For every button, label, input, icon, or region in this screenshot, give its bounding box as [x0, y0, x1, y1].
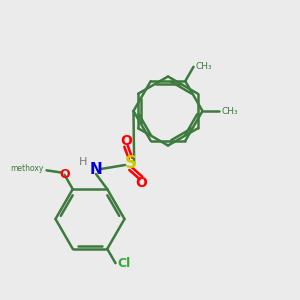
Text: S: S — [124, 154, 136, 172]
Text: O: O — [135, 176, 147, 190]
Text: H: H — [79, 157, 88, 167]
Text: N: N — [90, 162, 102, 177]
Text: O: O — [120, 134, 132, 148]
Text: methoxy: methoxy — [11, 164, 44, 173]
Text: CH₃: CH₃ — [221, 106, 238, 116]
Text: CH₃: CH₃ — [196, 62, 212, 71]
Text: Cl: Cl — [117, 257, 130, 270]
Text: O: O — [59, 168, 70, 181]
